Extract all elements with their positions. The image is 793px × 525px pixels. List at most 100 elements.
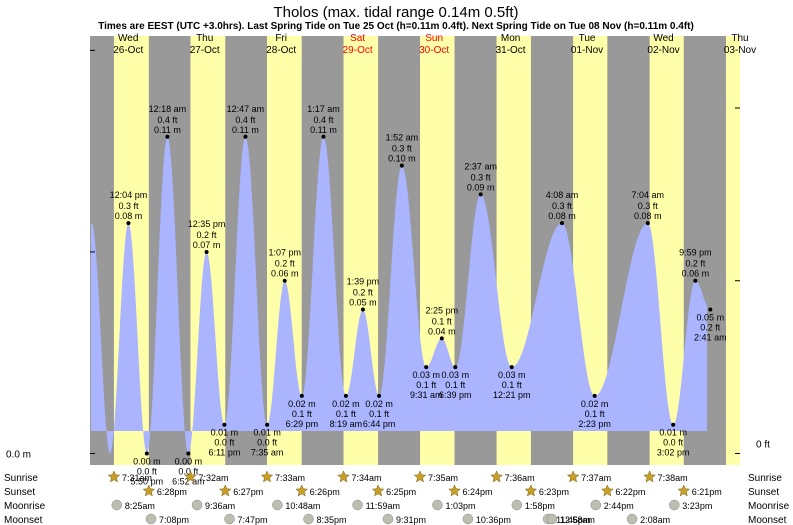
left-axis-label: 0.0 m <box>6 449 31 460</box>
sunset-icon <box>371 484 385 497</box>
tide-point <box>321 134 326 139</box>
tide-time-label: 6:52 am <box>172 476 205 486</box>
moonset-time: 2:08am <box>640 515 670 525</box>
tide-m-label: 0.08 m <box>634 211 662 221</box>
tide-ft-label: 0.1 ft <box>445 380 466 390</box>
tide-m-label: 0.06 m <box>271 269 299 279</box>
tide-curve <box>91 137 707 454</box>
sunset-row-label: Sunset <box>4 487 35 498</box>
moonset-icon <box>145 513 157 525</box>
date-label: 03-Nov <box>724 45 756 56</box>
sunset-icon <box>600 484 614 497</box>
tide-time-label: 3:02 pm <box>657 448 690 458</box>
tide-m-label: 0.08 m <box>548 211 576 221</box>
tide-point <box>282 278 287 283</box>
sunrise-time: 7:35am <box>428 473 458 483</box>
tide-ft-label: 0.3 ft <box>118 201 139 211</box>
tide-point <box>126 221 131 226</box>
sunrise-icon <box>184 470 197 483</box>
sunset-icon <box>448 484 461 497</box>
moonrise-time: 1:58pm <box>525 501 555 511</box>
tide-ft-label: 0.3 ft <box>392 144 413 154</box>
tide-time-label: 6:11 pm <box>208 448 240 458</box>
tide-point <box>693 278 698 283</box>
tide-m-label: 0.09 m <box>467 182 495 192</box>
moonrise-icon <box>669 499 680 511</box>
moonset-icon <box>462 513 474 525</box>
tide-m-label: 0.02 m <box>581 399 609 409</box>
tide-time-label: 2:37 am <box>464 161 497 171</box>
tide-m-label: 0.00 m <box>175 456 203 466</box>
tide-m-label: 0.01 m <box>659 428 687 438</box>
tide-m-label: 0.02 m <box>365 399 393 409</box>
moonrise-row-label: Moonrise <box>4 501 46 512</box>
tide-ft-label: 0.1 ft <box>416 380 437 390</box>
tide-time-label: 12:35 pm <box>188 219 226 229</box>
tide-ft-label: 0.2 ft <box>353 288 374 298</box>
tide-ft-label: 0.2 ft <box>197 230 218 240</box>
day-of-week-label: Fri <box>275 33 287 44</box>
sunset-time: 6:21pm <box>692 487 722 497</box>
moonrise-time: 1:03pm <box>445 501 475 511</box>
sunrise-time: 7:31am <box>122 473 152 483</box>
sunrise-icon <box>566 470 580 483</box>
tide-ft-label: 0.0 ft <box>663 438 684 448</box>
tide-time-label: 8:19 am <box>330 419 363 429</box>
tide-point <box>186 451 191 456</box>
tide-m-label: 0.11 m <box>154 125 181 135</box>
sunrise-time: 7:32am <box>198 473 228 483</box>
tide-point <box>299 393 304 398</box>
sunset-row-label-right: Sunset <box>748 487 779 498</box>
date-label: 27-Oct <box>190 45 220 56</box>
tide-point <box>645 221 650 226</box>
moonrise-time: 11:59am <box>366 501 400 511</box>
tide-time-label: 4:08 am <box>546 190 579 200</box>
sunset-time: 6:24pm <box>463 487 493 497</box>
tide-m-label: 0.02 m <box>288 399 316 409</box>
sunrise-time: 7:37am <box>581 473 611 483</box>
tide-ft-label: 0.3 ft <box>552 201 573 211</box>
tide-m-label: 0.03 m <box>412 370 440 380</box>
tide-m-label: 0.04 m <box>428 326 456 336</box>
tide-point <box>360 307 365 312</box>
tide-point <box>592 393 597 398</box>
tide-ft-label: 0.1 ft <box>336 409 357 419</box>
chart-subtitle: Times are EEST (UTC +3.0hrs). Last Sprin… <box>98 21 694 32</box>
day-of-week-label: Sun <box>425 33 443 44</box>
tide-point <box>204 249 209 254</box>
day-of-week-label: Wed <box>118 33 138 44</box>
tide-time-label: 6:39 pm <box>439 390 472 400</box>
tide-ft-label: 0.1 ft <box>502 380 523 390</box>
date-header: Wed26-OctThu27-OctFri28-OctSat29-OctSun3… <box>113 33 756 56</box>
moonrise-icon <box>352 499 363 511</box>
moonrise-row-label-right: Moonrise <box>748 501 790 512</box>
tide-point <box>377 393 382 398</box>
tide-point <box>243 134 248 139</box>
moonrise-time: 9:36am <box>205 501 235 511</box>
moonset-time: 12:58am <box>560 515 595 525</box>
tide-point <box>399 163 404 168</box>
sun-moon-table: Sunrise Sunrise Sunset Sunset Moonrise Moonri… <box>4 470 790 525</box>
tide-ft-label: 0.3 ft <box>638 201 659 211</box>
day-of-week-label: Thu <box>731 33 748 44</box>
sunrise-row-label-right: Sunrise <box>748 473 782 484</box>
date-label: 31-Oct <box>496 45 526 56</box>
tide-point <box>424 365 429 370</box>
moonset-time: 8:35pm <box>317 515 347 525</box>
tide-time-label: 9:59 pm <box>679 248 712 258</box>
chart-title: Tholos (max. tidal range 0.14m 0.5ft) <box>273 4 518 21</box>
sunrise-icon <box>107 470 121 483</box>
axes: 0.0 m 0 ft <box>6 49 770 460</box>
moonrise-icon <box>191 499 203 511</box>
day-of-week-label: Mon <box>501 33 520 44</box>
tide-time-label: 7:35 am <box>251 448 284 458</box>
tide-point <box>165 134 170 139</box>
tide-time-label: 9:31 am <box>410 390 443 400</box>
tide-m-label: 0.11 m <box>232 125 259 135</box>
sunset-time: 6:22pm <box>615 487 645 497</box>
sunrise-icon <box>260 470 274 483</box>
tide-time-label: 6:44 pm <box>363 419 396 429</box>
tide-point <box>478 192 483 197</box>
tide-ft-label: 0.2 ft <box>685 259 706 269</box>
tide-m-label: 0.07 m <box>193 240 221 250</box>
